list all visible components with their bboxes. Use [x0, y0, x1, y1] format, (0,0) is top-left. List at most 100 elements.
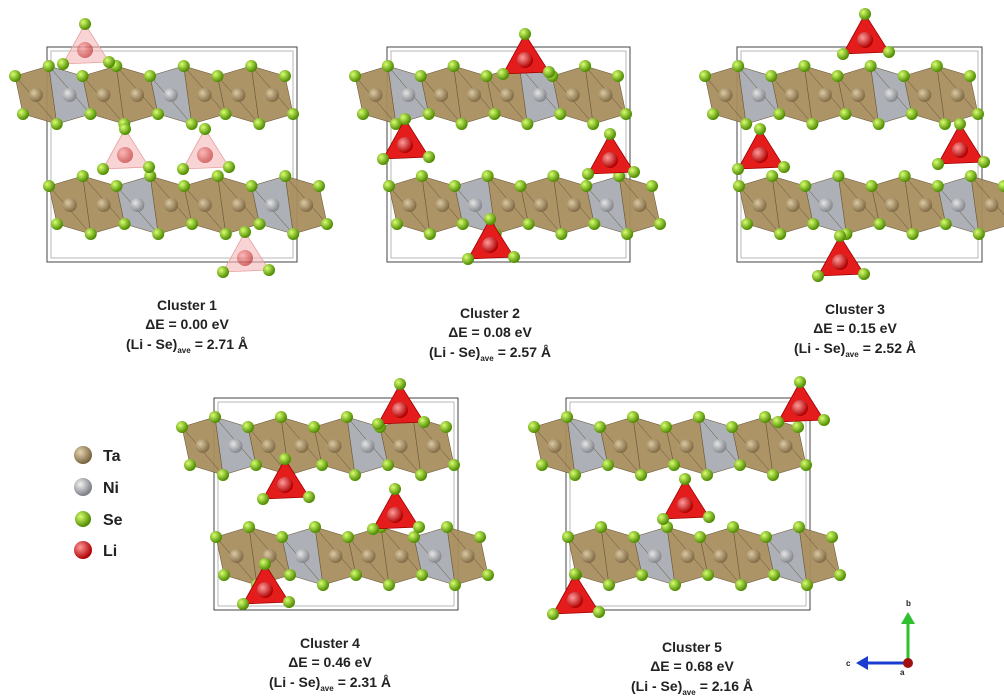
- ni-atom: [581, 439, 595, 453]
- se-atom: [287, 228, 299, 240]
- ta-atom: [328, 439, 342, 453]
- li-atom: [257, 582, 273, 598]
- energy-label: ΔE = 0.68 eV: [650, 658, 734, 674]
- se-atom: [973, 228, 985, 240]
- se-atom: [263, 264, 275, 276]
- ta-atom: [96, 88, 110, 102]
- se-atom: [210, 531, 222, 543]
- se-atom: [184, 459, 196, 471]
- se-atom: [245, 60, 257, 72]
- distance-value: = 2.57 Å: [498, 344, 551, 360]
- se-atom: [43, 60, 55, 72]
- ta-atom: [232, 198, 246, 212]
- distance-label: (Li - Se)ave= 2.71 Å: [126, 336, 248, 355]
- li-atom: [857, 32, 873, 48]
- se-atom: [389, 483, 401, 495]
- se-atom: [317, 579, 329, 591]
- se-atom: [9, 70, 21, 82]
- distance-subscript: ave: [682, 688, 696, 697]
- se-atom: [734, 459, 746, 471]
- se-atom: [907, 228, 919, 240]
- distance-pair: (Li - Se): [794, 340, 845, 356]
- se-atom: [377, 153, 389, 165]
- li-atom: [277, 477, 293, 493]
- ta-atom: [719, 88, 733, 102]
- se-atom: [287, 108, 299, 120]
- se-atom: [212, 70, 224, 82]
- se-atom: [220, 108, 232, 120]
- ta-atom: [984, 198, 998, 212]
- se-atom: [177, 163, 189, 175]
- distance-label: (Li - Se)ave = 2.16 Å: [631, 678, 753, 697]
- ta-atom: [198, 198, 212, 212]
- se-atom: [754, 123, 766, 135]
- se-atom: [243, 521, 255, 533]
- se-atom: [621, 228, 633, 240]
- distance-pair: (Li - Se): [429, 344, 480, 360]
- se-atom: [932, 180, 944, 192]
- li-atom: [77, 42, 93, 58]
- se-atom: [702, 569, 714, 581]
- li-atom: [392, 402, 408, 418]
- ta-atom: [402, 198, 416, 212]
- distance-value: = 2.16 Å: [700, 678, 753, 694]
- se-atom: [793, 521, 805, 533]
- se-atom: [898, 70, 910, 82]
- ta-atom: [885, 198, 899, 212]
- ta-atom: [63, 198, 77, 212]
- se-atom: [77, 170, 89, 182]
- se-atom: [701, 469, 713, 481]
- se-atom: [85, 228, 97, 240]
- ni-atom: [713, 439, 727, 453]
- legend-label: Li: [103, 543, 117, 560]
- se-atom: [316, 459, 328, 471]
- se-atom: [940, 218, 952, 230]
- ta-atom: [97, 198, 111, 212]
- se-atom: [119, 123, 131, 135]
- se-atom: [85, 108, 97, 120]
- se-atom: [508, 251, 520, 263]
- ni-atom: [361, 439, 375, 453]
- se-atom: [954, 118, 966, 130]
- ta-atom: [918, 198, 932, 212]
- ta-atom: [262, 439, 276, 453]
- se-atom: [372, 418, 384, 430]
- se-atom: [391, 218, 403, 230]
- se-atom: [308, 421, 320, 433]
- se-atom: [965, 170, 977, 182]
- se-atom: [399, 113, 411, 125]
- ta-atom: [599, 88, 613, 102]
- se-atom: [313, 180, 325, 192]
- a-axis: [903, 658, 913, 668]
- li-atom: [482, 237, 498, 253]
- se-atom: [519, 28, 531, 40]
- se-atom: [694, 531, 706, 543]
- se-atom: [57, 58, 69, 70]
- se-atom: [367, 523, 379, 535]
- se-atom: [800, 459, 812, 471]
- se-atom: [423, 151, 435, 163]
- cluster: Cluster 1ΔE = 0.00 eV(Li - Se)ave= 2.71 …: [9, 18, 333, 355]
- se-atom: [798, 60, 810, 72]
- se-atom: [807, 218, 819, 230]
- ta-atom: [461, 549, 475, 563]
- se-atom: [217, 266, 229, 278]
- se-atom: [859, 8, 871, 20]
- se-atom: [178, 60, 190, 72]
- ta-atom: [852, 198, 866, 212]
- ta-atom: [779, 439, 793, 453]
- se-atom: [489, 108, 501, 120]
- ta-atom: [615, 549, 629, 563]
- se-atom: [186, 118, 198, 130]
- se-atom: [669, 579, 681, 591]
- se-atom: [883, 46, 895, 58]
- distance-pair: (Li - Se): [631, 678, 682, 694]
- se-atom: [186, 218, 198, 230]
- b-arrow: [901, 612, 915, 624]
- ta-atom: [368, 88, 382, 102]
- ta-atom: [362, 549, 376, 563]
- se-atom: [972, 108, 984, 120]
- se-atom: [279, 70, 291, 82]
- se-atom: [242, 421, 254, 433]
- se-atom: [579, 60, 591, 72]
